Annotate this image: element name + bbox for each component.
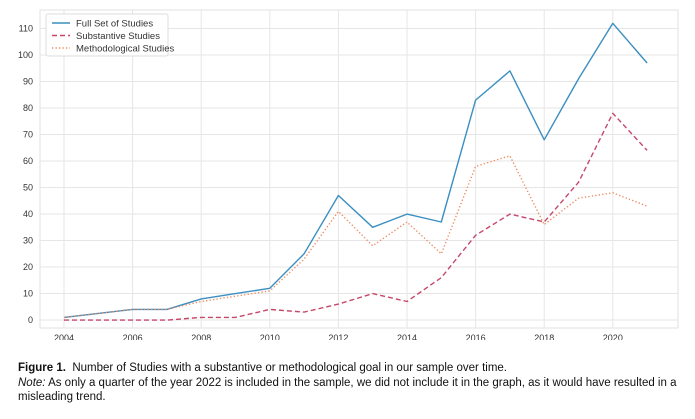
y-tick-label: 0 — [28, 315, 33, 325]
x-tick-label: 2010 — [260, 333, 280, 340]
y-tick-label: 50 — [23, 183, 33, 193]
plot-area — [39, 9, 679, 329]
figure-text: Number of Studies with a substantive or … — [72, 362, 507, 374]
note-label: Note: — [18, 376, 46, 389]
y-tick-label: 20 — [23, 262, 33, 272]
legend-box — [45, 13, 169, 57]
x-tick-label: 2018 — [534, 333, 554, 340]
series-line-substantive-studies — [64, 112, 648, 321]
x-tick-label: 2014 — [397, 333, 417, 340]
y-tick-label: 90 — [23, 77, 33, 87]
legend-label: Methodological Studies — [76, 43, 174, 54]
line-chart: 0 10 20 30 40 50 60 70 80 90 100 110 2004 2006 2008 201… — [18, 9, 679, 340]
legend-label: Substantive Studies — [76, 31, 160, 42]
series-line-full-set-of-studies — [63, 22, 648, 319]
y-tick-label: 100 — [18, 50, 33, 60]
x-tick-label: 2012 — [328, 333, 348, 340]
x-tick-label: 2004 — [54, 333, 74, 340]
y-tick-label: 110 — [19, 24, 33, 34]
x-tick-label: 2008 — [191, 333, 211, 340]
x-tick-label: 2020 — [603, 333, 623, 340]
caption-note-line: Note: As only a quarter of the year 2022… — [18, 376, 688, 405]
figure-caption: Figure 1. Number of Studies with a subst… — [18, 361, 688, 405]
legend-label: Full Set of Studies — [76, 18, 153, 29]
y-tick-label: 40 — [23, 209, 33, 219]
x-tick-label: 2016 — [466, 333, 486, 340]
y-tick-label: 60 — [23, 156, 33, 166]
x-tick-label: 2006 — [123, 333, 143, 340]
y-tick-label: 10 — [23, 289, 33, 299]
chart-canvas: 0 10 20 30 40 50 60 70 80 90 100 110 2004 2006 2008 201… — [18, 9, 679, 340]
y-tick-label: 70 — [23, 130, 33, 140]
caption-title-line: Figure 1. Number of Studies with a subst… — [18, 361, 688, 376]
note-text: As only a quarter of the year 2022 is in… — [18, 376, 677, 404]
y-tick-label: 30 — [23, 236, 33, 246]
y-tick-label: 80 — [23, 103, 33, 113]
figure-label: Figure 1. — [18, 362, 66, 374]
